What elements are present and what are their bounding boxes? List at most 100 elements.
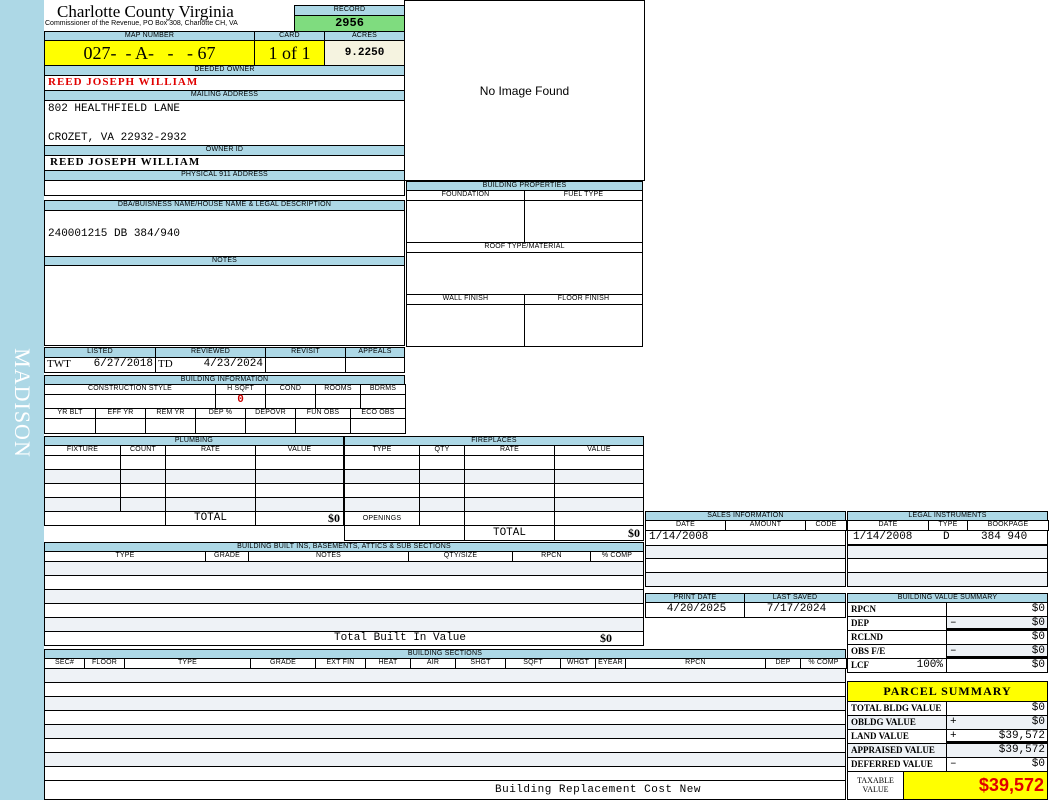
taxable-value: $39,572 bbox=[903, 771, 1048, 800]
reviewed-date: 4/23/2024 bbox=[203, 358, 263, 370]
sidebar-stripe bbox=[0, 0, 44, 800]
value-summary-amount: $0 bbox=[1031, 631, 1045, 643]
parcel-row-value: $39,572 bbox=[946, 743, 1048, 758]
openings-label: OPENINGS bbox=[344, 511, 420, 526]
fireplaces-row bbox=[554, 497, 644, 512]
appeals-value bbox=[345, 357, 405, 373]
sections-row bbox=[44, 710, 846, 725]
built-ins-total-row bbox=[44, 631, 644, 646]
reviewed-by: TD bbox=[158, 358, 173, 370]
floor-finish-value bbox=[524, 304, 643, 347]
instrument-row bbox=[847, 572, 1048, 587]
fireplaces-row bbox=[344, 469, 420, 484]
plumbing-total-blank bbox=[44, 511, 166, 526]
parcel-row-amount: $0 bbox=[1031, 716, 1045, 728]
plumbing-row bbox=[255, 483, 344, 498]
fireplaces-row bbox=[419, 483, 465, 498]
instrument-date: 1/14/2008 bbox=[853, 531, 913, 543]
plumbing-row bbox=[255, 469, 344, 484]
parcel-row-name: OBLDG VALUE bbox=[847, 715, 947, 730]
taxable-label: TAXABLE VALUE bbox=[847, 771, 904, 800]
built-ins-row bbox=[44, 617, 644, 632]
parcel-row-sign: + bbox=[950, 730, 957, 742]
plumbing-row bbox=[44, 469, 121, 484]
value-summary-row-name: OBS F/E bbox=[851, 646, 886, 656]
built-ins-total-label: Total Built In Value bbox=[333, 632, 467, 644]
plumbing-row bbox=[255, 455, 344, 470]
parcel-row-value: – $0 bbox=[946, 757, 1048, 772]
physical-address bbox=[44, 180, 405, 196]
parcel-row-name: APPRAISED VALUE bbox=[847, 743, 947, 758]
building-info-cell bbox=[265, 394, 316, 409]
plumbing-row bbox=[165, 469, 256, 484]
acres-value: 9.2250 bbox=[324, 40, 405, 66]
sections-footer: Building Replacement Cost New bbox=[495, 784, 701, 796]
value-summary-sign: – bbox=[950, 645, 957, 657]
built-ins-row bbox=[44, 589, 644, 604]
fireplaces-row bbox=[464, 483, 555, 498]
plumbing-total-label: TOTAL bbox=[165, 511, 256, 526]
built-ins-total: $0 bbox=[600, 631, 612, 645]
parcel-row-name: TOTAL BLDG VALUE bbox=[847, 701, 947, 716]
built-ins-row bbox=[44, 561, 644, 576]
building-info-cell bbox=[44, 394, 216, 409]
value-summary-amount: $0 bbox=[1031, 603, 1045, 615]
plumbing-row bbox=[165, 497, 256, 512]
dba-box: 240001215 DB 384/940 bbox=[44, 210, 405, 257]
building-info-cell bbox=[44, 418, 96, 434]
value-summary-sign: – bbox=[950, 617, 957, 629]
plumbing-row bbox=[120, 469, 166, 484]
value-summary-row-name: LCF bbox=[851, 660, 869, 670]
parcel-row-amount: $39,572 bbox=[998, 730, 1045, 742]
parcel-row-name: DEFERRED VALUE bbox=[847, 757, 947, 772]
fireplaces-row bbox=[464, 455, 555, 470]
sections-row bbox=[44, 766, 846, 781]
built-ins-row bbox=[44, 603, 644, 618]
sidebar-label: MADISON bbox=[10, 348, 35, 458]
owner-id: REED JOSEPH WILLIAM bbox=[44, 155, 405, 171]
address-line-1: 802 HEALTHFIELD LANE bbox=[48, 103, 181, 115]
instrument-type: D bbox=[943, 531, 950, 543]
fireplaces-openings-row bbox=[464, 511, 555, 526]
plumbing-row bbox=[44, 483, 121, 498]
plumbing-total: $0 bbox=[255, 511, 344, 526]
sections-row bbox=[44, 724, 846, 739]
value-summary-name: DEP bbox=[847, 616, 947, 631]
value-summary-name: OBS F/E bbox=[847, 644, 947, 659]
built-ins-row bbox=[44, 575, 644, 590]
building-info-cell bbox=[95, 418, 146, 434]
instrument-row bbox=[847, 544, 1048, 559]
value-summary-row-extra: 100% bbox=[916, 659, 943, 671]
fireplaces-row bbox=[464, 469, 555, 484]
sections-row bbox=[44, 668, 846, 683]
value-summary-value: $0 bbox=[946, 658, 1048, 673]
fireplaces-total-blank bbox=[344, 525, 465, 541]
fireplaces-row bbox=[344, 483, 420, 498]
listed-by: TWT bbox=[47, 358, 71, 370]
dba-value: 240001215 DB 384/940 bbox=[48, 228, 181, 240]
no-image-text: No Image Found bbox=[479, 83, 570, 98]
sections-row bbox=[44, 738, 846, 753]
foundation-value bbox=[406, 200, 525, 243]
page-subtitle: Commissioner of the Revenue, PO Box 308,… bbox=[45, 20, 238, 27]
plumbing-row bbox=[165, 455, 256, 470]
value-summary-value: $0 bbox=[946, 630, 1048, 645]
plumbing-row bbox=[255, 497, 344, 512]
hsqft-value: 0 bbox=[215, 394, 266, 409]
wall-finish-value bbox=[406, 304, 525, 347]
fireplaces-row bbox=[554, 469, 644, 484]
value-summary-value: – $0 bbox=[946, 616, 1048, 631]
sales-row bbox=[645, 558, 846, 573]
fireplaces-total: $0 bbox=[554, 525, 644, 541]
sections-row bbox=[44, 752, 846, 767]
last-saved: 7/17/2024 bbox=[744, 602, 846, 618]
fireplaces-row bbox=[344, 497, 420, 512]
sales-row bbox=[645, 572, 846, 587]
building-info-cell bbox=[145, 418, 196, 434]
reviewed-value: TD 4/23/2024 bbox=[155, 357, 266, 373]
value-summary-value: $0 bbox=[946, 602, 1048, 617]
legal-instruments-label: LEGAL INSTRUMENTS bbox=[847, 511, 1048, 521]
instrument-row: 1/14/2008 D 384 940 bbox=[847, 530, 1048, 546]
building-info-cell bbox=[195, 418, 246, 434]
fireplaces-total-label: TOTAL bbox=[464, 525, 555, 541]
